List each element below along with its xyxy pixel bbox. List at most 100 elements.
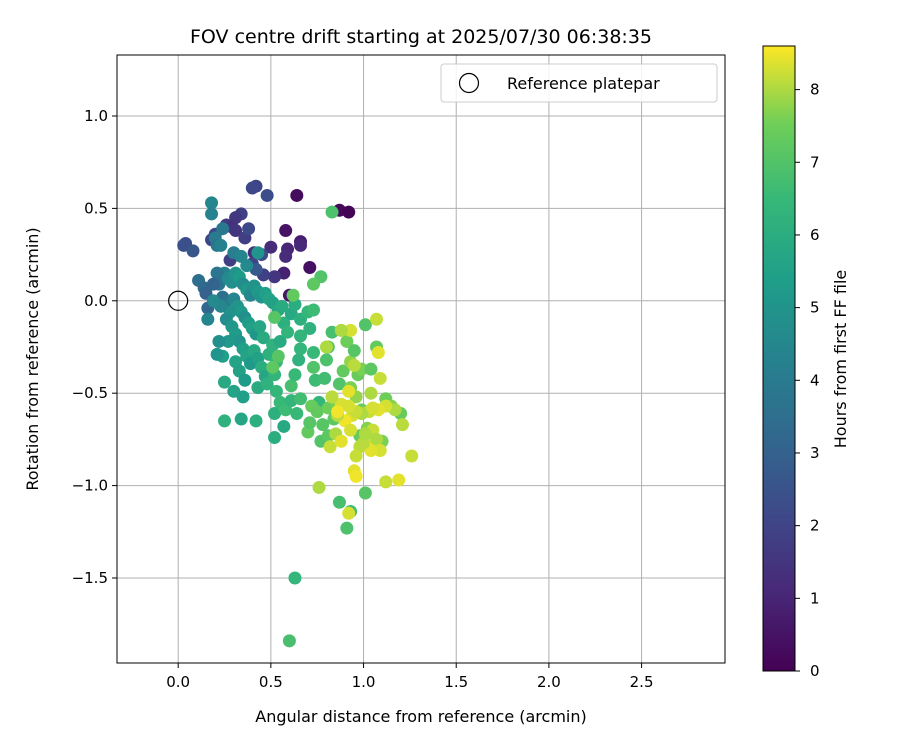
data-point <box>205 196 219 210</box>
data-point <box>206 277 220 291</box>
data-point <box>288 571 302 585</box>
data-point <box>373 371 387 385</box>
x-tick-label: 2.5 <box>630 673 654 691</box>
data-point <box>294 329 308 343</box>
plot-frame <box>116 54 726 664</box>
data-point <box>325 390 339 404</box>
y-tick-label: 1.0 <box>84 107 108 125</box>
data-point <box>268 407 282 421</box>
y-tick-label: 0.5 <box>84 199 108 217</box>
data-point <box>392 473 406 487</box>
y-axis-label: Rotation from reference (arcmin) <box>23 227 42 490</box>
y-tick-label: −0.5 <box>72 384 108 402</box>
data-point <box>306 303 320 317</box>
data-point <box>325 205 339 219</box>
colorbar-tick-label: 4 <box>810 371 820 389</box>
data-point <box>269 384 283 398</box>
data-point <box>344 423 358 437</box>
data-point <box>312 480 326 494</box>
data-point <box>290 407 304 421</box>
data-point <box>349 469 363 483</box>
data-point <box>218 375 232 389</box>
data-point <box>332 377 346 391</box>
y-tick-label: −1.5 <box>72 569 108 587</box>
data-point <box>319 353 333 367</box>
data-point <box>256 331 270 345</box>
data-point <box>251 246 265 260</box>
data-point <box>310 405 324 419</box>
data-point <box>279 224 293 238</box>
data-point <box>370 432 384 446</box>
data-point <box>266 360 280 374</box>
data-point <box>358 318 372 332</box>
legend-box <box>440 63 718 103</box>
data-point <box>342 384 356 398</box>
data-point <box>221 334 235 348</box>
x-ticks: 0.0 0.5 1.0 1.5 2.0 2.5 <box>166 663 654 691</box>
x-tick-label: 0.0 <box>166 673 190 691</box>
data-point <box>288 368 302 382</box>
data-point <box>236 390 250 404</box>
data-point <box>260 377 274 391</box>
data-point <box>264 240 278 254</box>
x-axis-label: Angular distance from reference (arcmin) <box>255 707 586 726</box>
chart-title: FOV centre drift starting at 2025/07/30 … <box>190 26 652 48</box>
data-point <box>395 418 409 432</box>
x-tick-label: 0.5 <box>259 673 283 691</box>
data-point <box>260 188 274 202</box>
data-point <box>342 399 356 413</box>
data-point <box>290 188 304 202</box>
data-point <box>303 322 317 336</box>
data-point <box>294 238 308 252</box>
data-point <box>373 443 387 457</box>
data-point <box>282 634 296 648</box>
data-point <box>240 259 254 273</box>
data-point <box>347 344 361 358</box>
data-point <box>268 431 282 445</box>
data-point <box>294 342 308 356</box>
colorbar: 0 1 2 3 4 5 6 7 8 Hours from first FF file <box>762 45 850 680</box>
data-point <box>229 224 243 238</box>
data-point <box>371 346 385 360</box>
data-point <box>358 486 372 500</box>
x-tick-label: 1.0 <box>352 673 376 691</box>
data-point <box>332 495 346 509</box>
data-point <box>218 414 232 428</box>
legend-marker-icon <box>458 72 480 94</box>
data-point <box>336 364 350 378</box>
y-ticks: −1.5 −1.0 −0.5 0.0 0.5 1.0 <box>72 107 117 587</box>
data-point <box>292 353 306 367</box>
data-point <box>331 405 345 419</box>
data-point <box>210 347 224 361</box>
data-point <box>294 392 308 406</box>
data-point <box>306 346 320 360</box>
data-point <box>319 340 333 354</box>
colorbar-gradient <box>762 45 796 672</box>
legend-label: Reference platepar <box>507 74 660 93</box>
data-point <box>349 449 363 463</box>
data-point <box>212 334 226 348</box>
data-point <box>253 320 267 334</box>
colorbar-tick-label: 3 <box>810 444 820 462</box>
data-point <box>238 373 252 387</box>
data-point <box>279 249 293 263</box>
data-point <box>334 434 348 448</box>
data-point <box>364 362 378 376</box>
colorbar-tick-label: 0 <box>810 662 820 680</box>
colorbar-tick-label: 6 <box>810 226 820 244</box>
data-point <box>284 379 298 393</box>
colorbar-tick-label: 8 <box>810 81 820 99</box>
data-point <box>323 440 337 454</box>
data-point <box>364 386 378 400</box>
data-point <box>370 312 384 326</box>
data-point <box>275 299 289 313</box>
data-point <box>249 414 263 428</box>
data-point <box>234 412 248 426</box>
data-point <box>277 419 291 433</box>
colorbar-tick-label: 1 <box>810 589 820 607</box>
colorbar-tick-label: 5 <box>810 299 820 317</box>
data-point <box>186 244 200 258</box>
data-point <box>347 358 361 372</box>
data-point <box>214 238 228 252</box>
data-point <box>316 418 330 432</box>
